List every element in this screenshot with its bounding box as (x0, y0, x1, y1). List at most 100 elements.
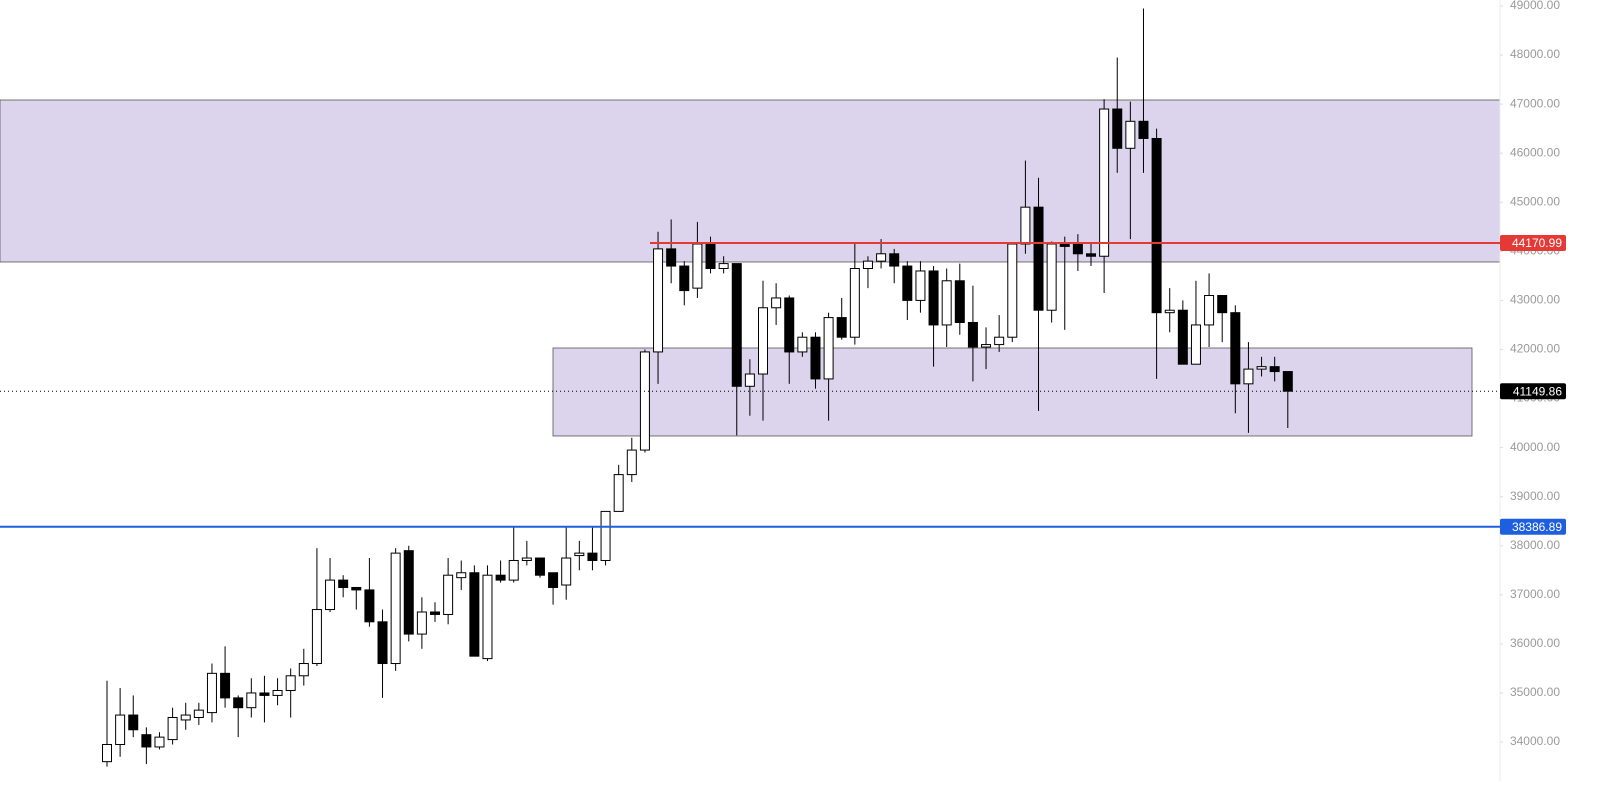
candle-body (967, 321, 978, 348)
candle-body (639, 351, 650, 451)
y-tick-label: 45000.00 (1510, 194, 1560, 208)
price-label: 41149.86 (1513, 384, 1562, 398)
candle-body (1151, 137, 1162, 314)
candle-body (390, 552, 401, 665)
candle-body (1099, 108, 1110, 257)
candle-body (810, 336, 821, 380)
candle-body (115, 714, 126, 745)
candle-body (220, 672, 231, 699)
candle-body (941, 280, 952, 326)
zone (0, 99, 1501, 263)
y-tick-label: 38000.00 (1510, 538, 1560, 552)
candle-body (193, 709, 204, 719)
candle-body (1046, 243, 1057, 311)
candle-body (744, 373, 755, 387)
y-tick-label: 42000.00 (1510, 342, 1560, 356)
candle-body (954, 280, 965, 323)
candle-body (443, 574, 454, 615)
candle-body (994, 336, 1005, 346)
candle-body (705, 243, 716, 270)
candle-body (167, 717, 178, 741)
candle-body (1164, 309, 1175, 314)
candle-body (666, 248, 677, 267)
candle-body (1256, 366, 1267, 370)
candle-body (1190, 324, 1201, 365)
candle-body (482, 574, 493, 660)
candle-body (534, 557, 545, 576)
candle-body (1138, 120, 1149, 139)
candle-body (836, 317, 847, 338)
y-tick-label: 40000.00 (1510, 440, 1560, 454)
price-label: 44170.99 (1512, 236, 1562, 250)
candle-body (403, 550, 414, 635)
candle-body (364, 589, 375, 623)
candle-body (1059, 243, 1070, 247)
candle-body (180, 714, 191, 721)
candle-body (613, 474, 624, 512)
candle-body (876, 253, 887, 262)
candle-body (771, 297, 782, 309)
candle-body (259, 692, 270, 696)
candle-body (1269, 366, 1280, 373)
price-label: 38386.89 (1512, 520, 1562, 534)
candle-body (797, 336, 808, 353)
y-tick-label: 39000.00 (1510, 489, 1560, 503)
candle-body (1033, 206, 1044, 311)
candle-body (206, 672, 217, 714)
y-tick-label: 36000.00 (1510, 636, 1560, 650)
candle-body (1125, 120, 1136, 149)
candle-body (718, 263, 729, 270)
candle-body (889, 253, 900, 267)
candle-body (1072, 243, 1083, 255)
candle-body (849, 268, 860, 338)
candle-body (508, 559, 519, 581)
candle-body (653, 248, 664, 353)
candle-body (338, 579, 349, 588)
candle-body (521, 557, 532, 561)
candle-body (1230, 312, 1241, 385)
candle-body (128, 714, 139, 731)
candle-body (1243, 368, 1254, 385)
candle-body (311, 609, 322, 665)
candle-body (692, 243, 703, 289)
candle-body (981, 344, 992, 348)
candle-body (758, 307, 768, 375)
candle-body (1177, 309, 1188, 365)
candle-body (587, 552, 598, 561)
y-tick-label: 37000.00 (1510, 587, 1560, 601)
y-tick-label: 34000.00 (1510, 734, 1560, 748)
candle-body (154, 736, 165, 748)
candle-body (561, 557, 572, 586)
candle-body (574, 552, 585, 557)
candle-body (102, 743, 112, 763)
candle-body (495, 574, 506, 581)
candle-body (902, 265, 913, 301)
candle-body (548, 572, 559, 588)
candle-body (298, 663, 309, 677)
candle-body (456, 572, 467, 579)
candle-body (233, 697, 244, 709)
zone (552, 347, 1473, 437)
candle-body (823, 317, 834, 380)
candle-body (731, 263, 742, 387)
candle-body (325, 579, 336, 611)
y-tick-label: 43000.00 (1510, 293, 1560, 307)
candle-body (272, 690, 283, 696)
y-tick-label: 48000.00 (1510, 47, 1560, 61)
candle-body (600, 510, 611, 561)
candle-body (1112, 108, 1123, 149)
candle-body (1086, 253, 1096, 257)
candle-body (915, 270, 926, 301)
candle-body (416, 611, 427, 635)
candle-body (141, 734, 152, 748)
candle-body (928, 270, 939, 326)
candle-body (1020, 206, 1031, 245)
price-label-box (1500, 518, 1566, 535)
candle-body (469, 572, 480, 657)
price-label-box (1500, 234, 1566, 251)
candle-body (1204, 295, 1215, 326)
candle-body (377, 621, 388, 665)
candle-body (862, 260, 873, 270)
y-tick-label: 47000.00 (1510, 96, 1560, 110)
